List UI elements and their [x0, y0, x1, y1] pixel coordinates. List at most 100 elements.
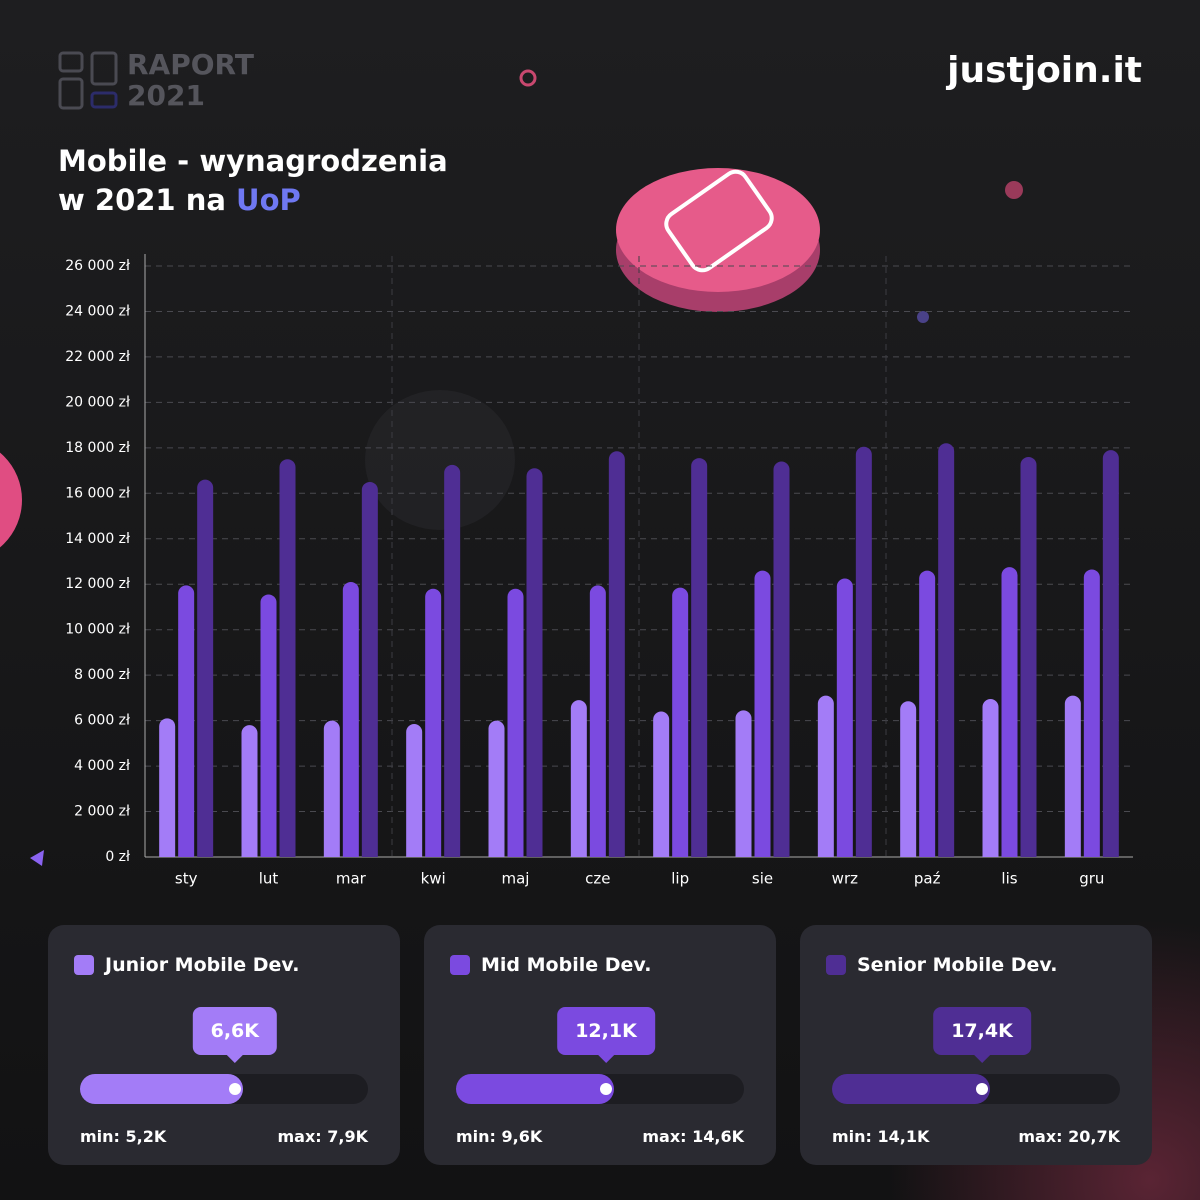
bar — [197, 479, 214, 857]
legend-swatch — [74, 955, 94, 975]
report-logo — [58, 51, 118, 110]
min-label: min: 14,1K — [832, 1127, 930, 1146]
range-fill — [456, 1074, 614, 1104]
bar — [323, 720, 340, 857]
value-bubble: 6,6K — [192, 1007, 278, 1063]
range-track — [832, 1074, 1120, 1104]
x-tick-label: lip — [671, 870, 689, 888]
legend-swatch — [450, 955, 470, 975]
decoration — [0, 69, 1023, 866]
range-fill — [832, 1074, 990, 1104]
bar — [589, 585, 606, 857]
x-tick-label: mar — [336, 870, 367, 888]
bar — [526, 468, 543, 857]
x-tick-label: lis — [1001, 870, 1017, 888]
chart-title: Mobile - wynagrodzenia — [58, 144, 448, 178]
y-tick-label: 24 000 zł — [65, 303, 130, 319]
bar — [938, 443, 955, 857]
bar — [1083, 569, 1100, 857]
min-label: min: 5,2K — [80, 1127, 167, 1146]
chart-title-highlight: UoP — [236, 183, 301, 217]
bar — [773, 461, 790, 857]
bar — [279, 459, 296, 857]
bar — [855, 446, 872, 857]
bar — [361, 481, 378, 857]
bar — [982, 699, 999, 857]
x-tick-label: sie — [752, 870, 773, 888]
max-label: max: 14,6K — [642, 1127, 744, 1146]
min-label: min: 9,6K — [456, 1127, 543, 1146]
bar — [406, 724, 423, 857]
legend-label: Mid Mobile Dev. — [481, 954, 652, 976]
max-label: max: 20,7K — [1018, 1127, 1120, 1146]
range-knob — [600, 1083, 612, 1095]
bar — [836, 578, 853, 857]
legend-label: Senior Mobile Dev. — [857, 954, 1058, 976]
bar — [425, 588, 442, 857]
y-tick-label: 10 000 zł — [65, 622, 130, 638]
range-fill — [80, 1074, 243, 1104]
bar — [178, 585, 195, 857]
legend-card: Mid Mobile Dev. 12,1K min: 9,6K max: 14,6K — [424, 925, 776, 1165]
y-tick-label: 18 000 zł — [65, 440, 130, 456]
bar — [260, 594, 277, 857]
y-tick-label: 4 000 zł — [74, 758, 130, 774]
bar — [1064, 695, 1081, 857]
y-tick-label: 14 000 zł — [65, 531, 130, 547]
bar — [653, 711, 670, 857]
bar — [1102, 450, 1119, 857]
bar — [444, 464, 461, 857]
range-track — [80, 1074, 368, 1104]
bar — [159, 718, 176, 857]
bar — [570, 700, 587, 857]
legend-swatch — [826, 955, 846, 975]
y-tick-label: 2 000 zł — [74, 804, 130, 820]
chart-title: w 2021 na UoP — [58, 183, 301, 217]
x-tick-label: wrz — [832, 870, 858, 888]
bar — [488, 720, 505, 857]
legend-card: Junior Mobile Dev. 6,6K min: 5,2K max: 7,9K — [48, 925, 400, 1165]
bar — [241, 725, 258, 857]
y-tick-label: 20 000 zł — [65, 394, 130, 410]
bar — [672, 587, 689, 857]
bar — [507, 588, 524, 857]
bar — [1020, 456, 1037, 857]
bar — [735, 710, 752, 857]
x-tick-label: paź — [914, 870, 941, 888]
range-track — [456, 1074, 744, 1104]
bar — [342, 581, 359, 857]
bar — [1001, 567, 1018, 857]
chart-title-part: w 2021 na — [58, 183, 226, 217]
x-tick-label: gru — [1079, 870, 1104, 888]
brand: justjoin.it — [945, 50, 1142, 91]
max-label: max: 7,9K — [277, 1127, 369, 1146]
y-tick-label: 26 000 zł — [65, 258, 130, 274]
x-tick-label: kwi — [421, 870, 446, 888]
y-tick-label: 12 000 zł — [65, 576, 130, 592]
y-tick-label: 8 000 zł — [74, 667, 130, 683]
range-knob — [228, 1083, 241, 1095]
y-tick-label: 16 000 zł — [65, 485, 130, 501]
bar — [608, 451, 625, 857]
legend-label: Junior Mobile Dev. — [105, 954, 300, 976]
x-tick-label: lut — [259, 870, 279, 888]
bar — [754, 570, 771, 857]
bar — [900, 701, 917, 857]
report-label: RAPORT — [127, 48, 254, 81]
x-tick-label: maj — [502, 870, 530, 888]
legend-card: Senior Mobile Dev. 17,4K min: 14,1K max: 20… — [800, 925, 1152, 1165]
bar — [817, 695, 834, 857]
value-bubble: 17,4K — [933, 1007, 1031, 1063]
bar — [919, 570, 936, 857]
bar — [691, 458, 708, 857]
x-tick-label: sty — [175, 870, 198, 888]
x-tick-label: cze — [585, 870, 610, 888]
y-tick-label: 0 zł — [105, 849, 130, 865]
value-bubble: 12,1K — [557, 1007, 655, 1063]
report-year: 2021 — [127, 79, 205, 112]
y-tick-label: 6 000 zł — [74, 713, 130, 729]
y-tick-label: 22 000 zł — [65, 349, 130, 365]
range-knob — [976, 1083, 988, 1095]
